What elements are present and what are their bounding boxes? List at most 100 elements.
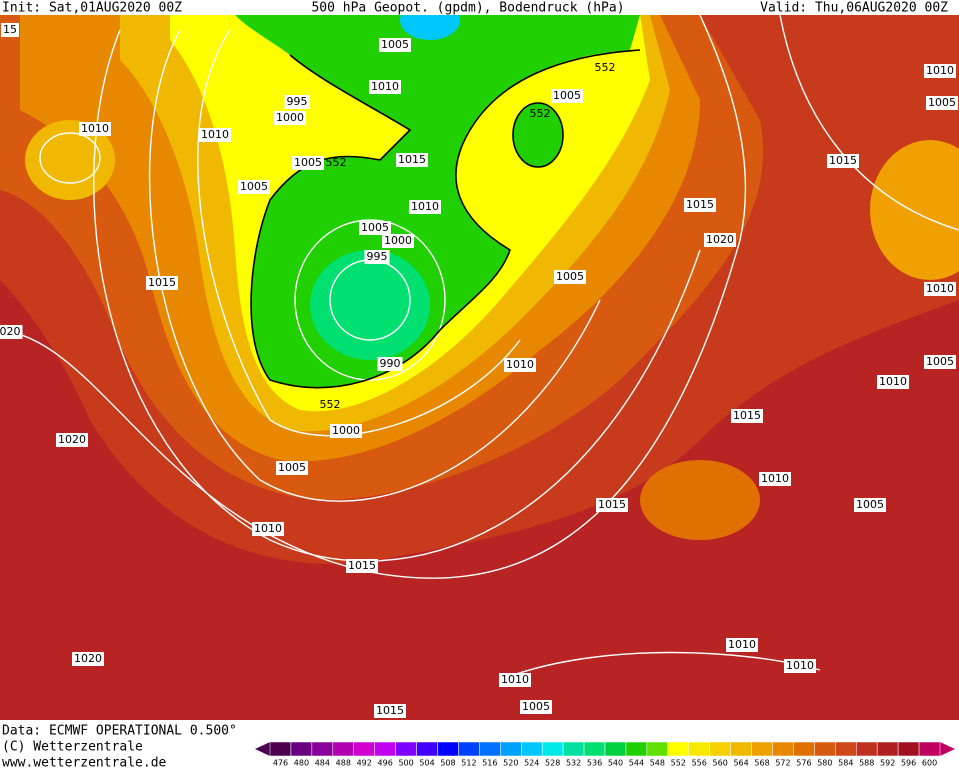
colorbar-label: 596: [901, 759, 916, 768]
colorbar-cell: [479, 741, 501, 757]
isobar-label-box: [274, 111, 306, 125]
colorbar-label: 500: [398, 759, 413, 768]
colorbar-cell: [856, 741, 878, 757]
isobar-label: 1010: [201, 128, 229, 141]
colorbar-cell: [541, 741, 564, 757]
isobar-label-box: [364, 250, 390, 264]
isobar-label-box: [146, 276, 178, 290]
isobar-label: 1015: [376, 704, 404, 717]
copyright: (C) Wetterzentrale: [2, 740, 143, 755]
colorbar-label: 504: [419, 759, 434, 768]
isobar-label: 1010: [254, 522, 282, 535]
colorbar-label: 484: [315, 759, 330, 768]
isobar: [0, 15, 747, 579]
isobar-label-box: [499, 673, 531, 687]
isobar-label-box: [924, 64, 956, 78]
isobar-label: 1000: [384, 234, 412, 247]
colorbar: 476 480 484 488 492 496 500 504 508 512 516 520 524 5…: [255, 741, 955, 768]
colorbar-cell: [416, 741, 438, 757]
colorbar-label: 572: [775, 759, 790, 768]
colorbar-label: 540: [608, 759, 623, 768]
isobar-label: 1015: [348, 559, 376, 572]
isobar-label: 1010: [501, 673, 529, 686]
isobar-label-box: [926, 96, 958, 110]
colorbar-cell: [458, 741, 480, 757]
isobar-label: 1005: [361, 221, 389, 234]
isobar-label-box: [359, 221, 391, 235]
isobar-label-box: [252, 522, 284, 536]
colorbar-cell: [918, 741, 941, 757]
colorbar-label: 584: [838, 759, 853, 768]
isobar-label-box: [292, 156, 324, 170]
colorbar-cell: [374, 741, 396, 757]
isobar-label: 1020: [58, 433, 86, 446]
isobar-label-box: [551, 89, 583, 103]
map-title: 500 hPa Geopot. (gpdm), Bodendruck (hPa): [311, 1, 624, 16]
colorbar-cell: [604, 741, 627, 757]
field-low: [513, 103, 563, 167]
isobar-label-box: [827, 154, 859, 168]
colorbar-label: 552: [671, 759, 686, 768]
colorbar-label: 532: [566, 759, 581, 768]
colorbar-label: 556: [692, 759, 707, 768]
isobar: [294, 219, 446, 381]
colorbar-label: 476: [273, 759, 288, 768]
isobar-label-box: [56, 433, 88, 447]
colorbar-cell: [646, 741, 669, 757]
colorbar-label: 580: [817, 759, 832, 768]
colorbar-cell: [751, 741, 773, 757]
isobar-label-box: [854, 498, 886, 512]
data-source: Data: ECMWF OPERATIONAL 0.500°: [2, 724, 237, 739]
isobar-label-box: [554, 270, 586, 284]
colorbar-cell: [688, 741, 710, 757]
isobars: [0, 15, 959, 681]
isobar-label: 1000: [332, 424, 360, 437]
colorbar-label: 492: [357, 759, 372, 768]
geopotential-label: 552: [326, 156, 347, 169]
isobar-label-box: [409, 200, 441, 214]
colorbar-cell: [897, 741, 920, 757]
colorbar-label: 488: [336, 759, 351, 768]
field-low: [400, 15, 460, 40]
colorbar-cell: [814, 741, 836, 757]
contour: [250, 49, 641, 389]
colorbar-cell: [395, 741, 417, 757]
colorbar-cell: [730, 741, 752, 757]
isobar-label-box: [199, 128, 231, 142]
field-high: [25, 120, 115, 200]
isobar-label: 1015: [686, 198, 714, 211]
isobar-label: 020: [0, 325, 21, 338]
isobar-label: 1015: [598, 498, 626, 511]
isobar-label-box: [520, 700, 552, 714]
colorbar-cell: [269, 741, 292, 757]
isobar-label-box: [79, 122, 111, 136]
isobar-label: 1010: [761, 472, 789, 485]
isobar-label-box: [382, 234, 414, 248]
colorbar-label: 496: [378, 759, 393, 768]
colorbar-label: 560: [713, 759, 728, 768]
isobar-label: 1010: [81, 122, 109, 135]
isobar-label: 995: [287, 95, 308, 108]
isobar-label-box: [1, 23, 19, 37]
map-field: [0, 15, 959, 720]
valid-time: Valid: Thu,06AUG2020 00Z: [760, 1, 948, 16]
colorbar-cell: [583, 741, 606, 757]
colorbar-cell: [290, 741, 313, 757]
isobar-label-box: [330, 424, 362, 438]
website: www.wetterzentrale.de: [2, 756, 167, 771]
colorbar-label: 548: [650, 759, 665, 768]
contour: [512, 102, 564, 168]
colorbar-label: 520: [503, 759, 518, 768]
isobar-label: 1015: [148, 276, 176, 289]
isobar-label: 1005: [856, 498, 884, 511]
isobar-label: 1005: [522, 700, 550, 713]
init-time: Init: Sat,01AUG2020 00Z: [2, 1, 182, 16]
isobar: [93, 29, 701, 562]
isobar-label: 1010: [879, 375, 907, 388]
isobar-label-box: [346, 559, 378, 573]
isobar-label-box: [369, 80, 401, 94]
contour-552: [250, 49, 641, 389]
field-low: [310, 250, 430, 360]
